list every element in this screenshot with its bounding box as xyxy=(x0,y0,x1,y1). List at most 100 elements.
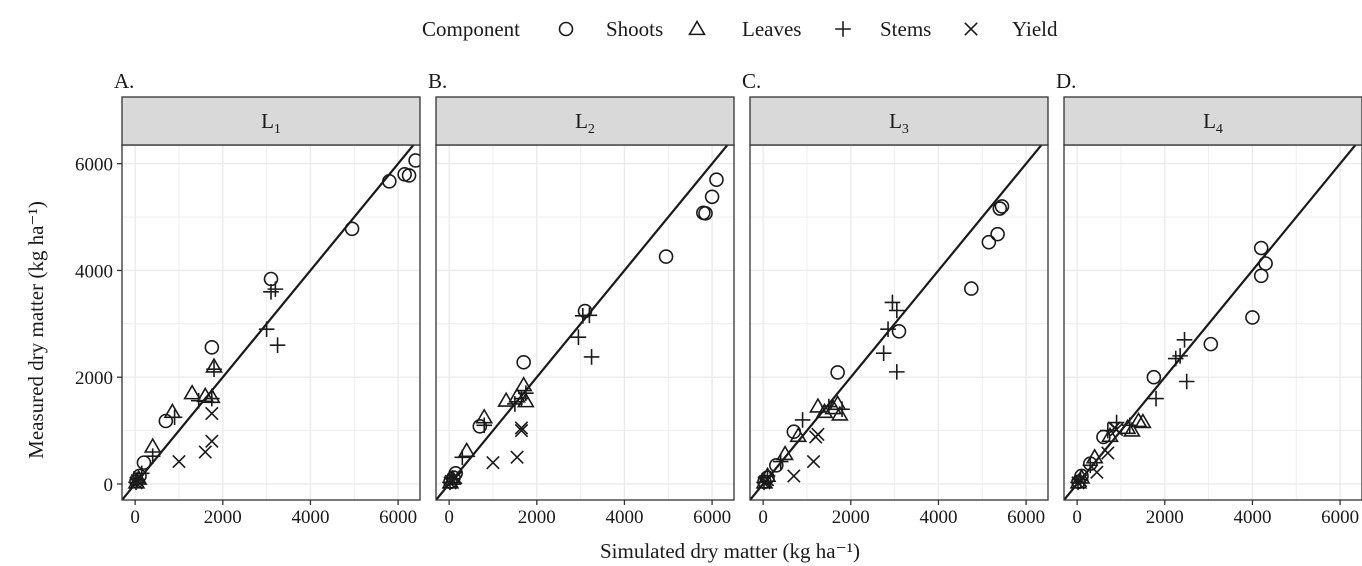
point-stems xyxy=(1148,390,1164,407)
point-leaves xyxy=(1123,421,1141,437)
panel-b: L2 B. 0 2000 4000 6000 xyxy=(428,69,735,528)
point-yield xyxy=(514,423,529,438)
point-shoots xyxy=(1253,268,1269,284)
point-shoots xyxy=(992,201,1008,216)
point-stems xyxy=(1121,417,1138,434)
point-stems xyxy=(570,329,587,345)
point-shoots xyxy=(204,340,220,355)
point-leaves xyxy=(514,376,533,392)
point-yield xyxy=(172,454,186,469)
point-leaves xyxy=(776,445,794,461)
legend-label-shoots: Shoots xyxy=(606,17,663,41)
point-yield xyxy=(448,470,463,485)
facet-strip-label: L1 xyxy=(261,109,281,137)
point-shoots xyxy=(830,365,845,380)
legend-title: Component xyxy=(422,17,520,41)
one-to-one-line xyxy=(1064,145,1357,500)
point-shoots xyxy=(1245,310,1260,325)
panel-tag: A. xyxy=(114,69,134,93)
point-stems xyxy=(1176,332,1193,348)
legend-label-stems: Stems xyxy=(880,17,931,41)
point-leaves xyxy=(1101,426,1119,443)
point-shoots xyxy=(709,172,724,187)
series-shoots xyxy=(1071,240,1273,490)
point-shoots xyxy=(964,281,979,296)
point-yield xyxy=(1101,446,1115,460)
point-stems xyxy=(583,349,600,365)
point-yield xyxy=(198,445,213,459)
point-stems xyxy=(267,281,284,297)
point-yield xyxy=(205,434,219,449)
point-shoots xyxy=(658,249,674,264)
point-yield xyxy=(486,455,500,470)
point-stems xyxy=(821,398,837,415)
point-shoots xyxy=(344,221,360,237)
point-stems xyxy=(166,409,183,426)
x-tick-label: 4000 xyxy=(605,507,643,528)
x-tick-label: 0 xyxy=(444,507,454,528)
point-shoots xyxy=(891,324,907,339)
point-leaves xyxy=(183,384,201,400)
x-tick-label: 6000 xyxy=(1321,507,1359,528)
point-leaves xyxy=(789,426,808,443)
point-leaves xyxy=(497,391,515,407)
panel-a: L1 A. 0 2000 4000 6000 0 2000 4000 6000 xyxy=(75,69,421,528)
x-tick-label: 6000 xyxy=(693,507,731,528)
panel-tag: C. xyxy=(742,69,761,93)
series-stems xyxy=(442,307,600,491)
point-yield xyxy=(514,421,529,435)
x-axis-label: Simulated dry matter (kg ha⁻¹) xyxy=(600,539,860,563)
panel-d: L4 D. 0 2000 4000 6000 xyxy=(1056,69,1362,528)
facet-strip xyxy=(121,96,421,146)
point-stems xyxy=(759,468,776,484)
point-stems xyxy=(772,453,789,470)
point-stems xyxy=(1178,373,1195,390)
legend-label-yield: Yield xyxy=(1012,17,1058,41)
panel-tag: D. xyxy=(1056,69,1076,93)
panels: L1 A. 0 2000 4000 6000 0 2000 4000 6000 L2 B. 0 2000 4… xyxy=(75,69,1362,528)
point-stems xyxy=(190,392,207,409)
x-tick-label: 4000 xyxy=(919,507,957,528)
grid xyxy=(122,145,420,500)
point-shoots xyxy=(136,455,152,470)
point-yield xyxy=(510,450,524,465)
point-stems xyxy=(258,321,275,337)
y-tick-label: 0 xyxy=(104,475,114,496)
point-yield xyxy=(132,470,147,485)
point-stems xyxy=(884,294,901,311)
y-tick-label: 6000 xyxy=(75,155,113,176)
facet-strip-label: L3 xyxy=(889,109,909,137)
series-stems xyxy=(1070,332,1195,491)
point-stems xyxy=(518,385,534,402)
point-stems xyxy=(1100,422,1116,439)
point-yield xyxy=(811,427,825,442)
point-shoots xyxy=(448,466,464,481)
x-tick-label: 2000 xyxy=(518,507,556,528)
y-tick-label: 4000 xyxy=(75,261,113,282)
point-leaves xyxy=(1129,411,1148,428)
point-stems xyxy=(1167,350,1184,367)
point-leaves xyxy=(1134,412,1152,429)
point-shoots xyxy=(981,234,997,250)
point-stems xyxy=(581,307,598,324)
x-tick-label: 6000 xyxy=(379,507,417,528)
point-shoots xyxy=(1253,240,1269,256)
point-leaves xyxy=(1085,448,1104,464)
point-leaves xyxy=(809,397,827,413)
point-shoots xyxy=(401,168,417,183)
point-leaves xyxy=(457,441,476,458)
x-tick-label: 2000 xyxy=(204,507,242,528)
facet-strip xyxy=(749,96,1049,146)
point-shoots xyxy=(994,199,1010,214)
point-yield xyxy=(205,406,219,421)
point-stems xyxy=(133,465,150,482)
x-tick-label: 0 xyxy=(758,507,768,528)
legend-key-leaves xyxy=(688,19,706,36)
point-stems xyxy=(204,390,220,407)
legend-key-yield xyxy=(964,22,978,36)
point-leaves xyxy=(830,405,849,421)
panel-c: L3 C. 0 2000 4000 6000 xyxy=(742,69,1049,528)
legend-key-stems xyxy=(835,21,851,37)
point-shoots xyxy=(768,458,784,473)
point-stems xyxy=(454,449,471,466)
